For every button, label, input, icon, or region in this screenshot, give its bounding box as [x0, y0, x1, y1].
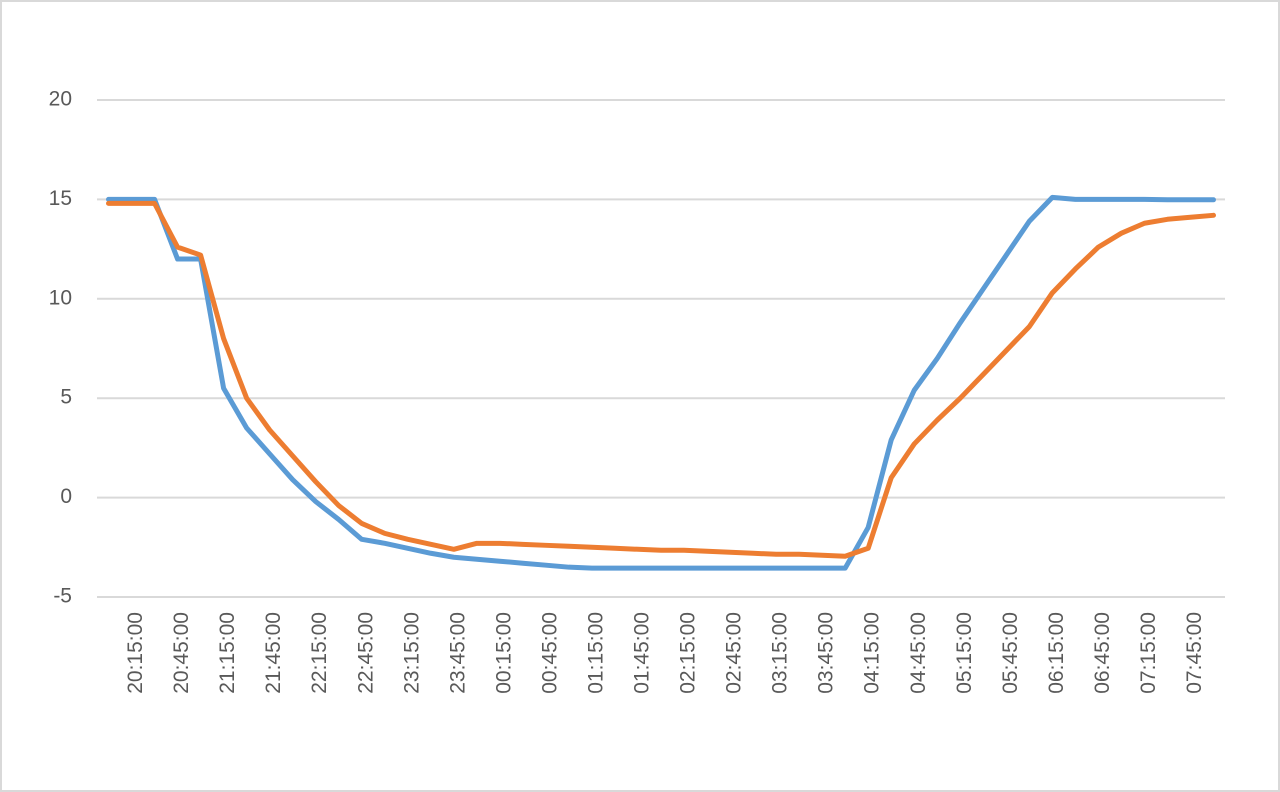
- x-tick-label: 21:45:00: [262, 612, 285, 694]
- x-tick-label: 06:15:00: [1045, 612, 1068, 694]
- x-tick-label: 01:45:00: [631, 612, 654, 694]
- x-tick-label: 06:45:00: [1091, 612, 1114, 694]
- x-tick-label: 22:45:00: [354, 612, 377, 694]
- x-tick-label: 21:15:00: [216, 612, 239, 694]
- x-tick-label: 00:45:00: [538, 612, 561, 694]
- y-tick-label: 5: [60, 386, 72, 409]
- x-tick-label: 23:15:00: [400, 612, 423, 694]
- x-tick-label: 02:45:00: [723, 612, 746, 694]
- x-tick-label: 22:15:00: [308, 612, 331, 694]
- x-tick-label: 23:45:00: [446, 612, 469, 694]
- x-tick-label: 00:15:00: [492, 612, 515, 694]
- y-tick-label: 10: [49, 286, 72, 309]
- x-tick-label: 01:15:00: [584, 612, 607, 694]
- x-tick-label: 04:15:00: [861, 612, 884, 694]
- x-tick-label: 04:45:00: [907, 612, 930, 694]
- x-tick-label: 03:15:00: [769, 612, 792, 694]
- y-tick-label: -5: [53, 585, 72, 608]
- x-tick-label: 03:45:00: [815, 612, 838, 694]
- x-tick-label: 02:15:00: [677, 612, 700, 694]
- y-tick-label: 0: [60, 485, 72, 508]
- x-tick-label: 07:45:00: [1183, 612, 1206, 694]
- x-tick-label: 07:15:00: [1137, 612, 1160, 694]
- x-tick-label: 20:45:00: [170, 612, 193, 694]
- x-tick-label: 05:45:00: [999, 612, 1022, 694]
- series-line: [106, 200, 1216, 559]
- x-tick-label: 05:15:00: [953, 612, 976, 694]
- x-tick-label: 20:15:00: [124, 612, 147, 694]
- y-tick-label: 15: [49, 187, 72, 210]
- y-tick-label: 20: [49, 88, 72, 111]
- series-line: [106, 194, 1216, 571]
